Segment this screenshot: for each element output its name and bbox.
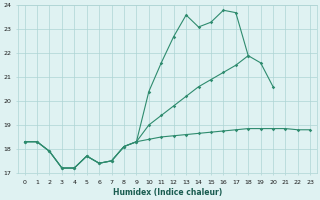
- X-axis label: Humidex (Indice chaleur): Humidex (Indice chaleur): [113, 188, 222, 197]
